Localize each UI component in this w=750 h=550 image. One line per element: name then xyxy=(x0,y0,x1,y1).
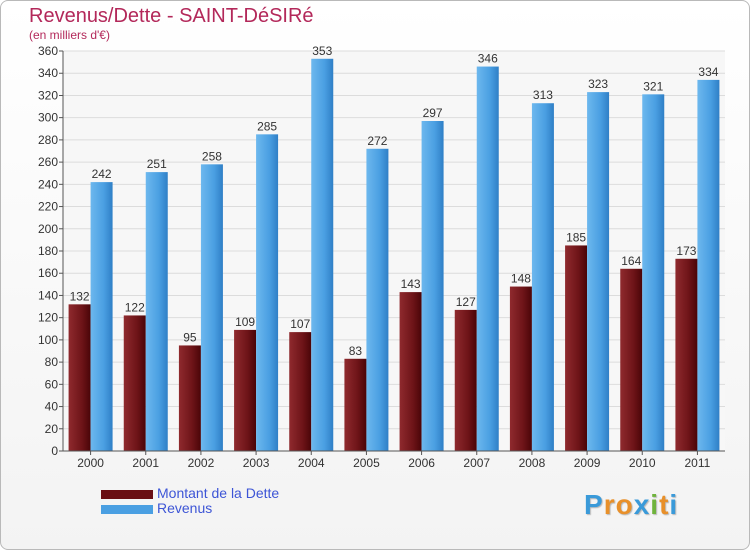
debt-bar xyxy=(344,358,367,451)
data-label: 272 xyxy=(367,134,387,148)
debt-bar xyxy=(289,332,312,451)
data-label: 173 xyxy=(676,244,696,258)
revenue-bar xyxy=(200,164,223,452)
data-label: 164 xyxy=(621,254,641,268)
data-label: 122 xyxy=(125,300,145,314)
revenue-bar xyxy=(587,92,610,451)
data-label: 285 xyxy=(257,119,277,133)
debt-bar xyxy=(454,309,477,451)
y-tick-label: 180 xyxy=(38,244,58,258)
y-tick-label: 280 xyxy=(38,133,58,147)
data-label: 346 xyxy=(478,52,498,66)
data-label: 334 xyxy=(698,65,718,79)
revenue-bar xyxy=(531,103,554,451)
data-label: 127 xyxy=(456,295,476,309)
debt-bar xyxy=(178,345,201,451)
revenue-bar xyxy=(642,94,665,451)
debt-bar xyxy=(68,304,91,451)
data-label: 132 xyxy=(70,289,90,303)
y-tick-label: 140 xyxy=(38,288,58,302)
legend-label-debt: Montant de la Dette xyxy=(157,485,280,501)
data-label: 353 xyxy=(312,44,332,58)
y-tick-label: 360 xyxy=(38,44,58,58)
y-tick-label: 20 xyxy=(45,422,59,436)
debt-bar xyxy=(234,329,257,451)
revenue-bar xyxy=(366,148,389,451)
data-label: 321 xyxy=(643,79,663,93)
y-tick-label: 80 xyxy=(45,355,59,369)
data-label: 323 xyxy=(588,77,608,91)
chart-title: Revenus/Dette - SAINT-DéSIRé xyxy=(29,5,314,27)
y-tick-label: 220 xyxy=(38,200,58,214)
legend-swatch-revenue xyxy=(101,505,153,514)
logo-letter: i xyxy=(650,489,660,520)
data-label: 109 xyxy=(235,315,255,329)
x-tick-label: 2003 xyxy=(243,456,270,470)
legend-swatch-debt xyxy=(101,490,153,499)
y-tick-label: 340 xyxy=(38,66,58,80)
y-tick-label: 300 xyxy=(38,111,58,125)
x-tick-label: 2000 xyxy=(77,456,104,470)
legend-item-revenue: Revenus xyxy=(101,500,401,517)
revenue-bar xyxy=(145,172,168,451)
debt-bar xyxy=(565,245,588,451)
logo-letter: x xyxy=(633,489,651,520)
x-tick-label: 2005 xyxy=(353,456,380,470)
data-label: 143 xyxy=(401,277,421,291)
debt-bar xyxy=(620,268,643,451)
logo-letter: o xyxy=(615,489,634,520)
data-label: 297 xyxy=(423,106,443,120)
y-tick-label: 0 xyxy=(51,444,58,458)
proxiti-logo: Proxiti xyxy=(584,489,678,521)
y-tick-label: 160 xyxy=(38,266,58,280)
x-tick-label: 2010 xyxy=(629,456,656,470)
legend-label-revenue: Revenus xyxy=(157,500,213,516)
data-label: 148 xyxy=(511,272,531,286)
logo-letter: i xyxy=(669,489,679,520)
x-tick-label: 2011 xyxy=(685,456,711,470)
debt-bar xyxy=(399,292,422,451)
data-label: 258 xyxy=(202,149,222,163)
y-tick-label: 60 xyxy=(45,377,59,391)
y-tick-label: 100 xyxy=(38,333,58,347)
x-tick-label: 2004 xyxy=(298,456,325,470)
x-tick-label: 2006 xyxy=(408,456,435,470)
chart-subtitle: (en milliers d'€) xyxy=(29,28,110,42)
y-tick-label: 200 xyxy=(38,222,58,236)
logo-letter: P xyxy=(584,489,604,520)
x-tick-label: 2002 xyxy=(188,456,215,470)
revenue-bar xyxy=(90,182,113,451)
legend-item-debt: Montant de la Dette xyxy=(101,485,401,502)
y-tick-label: 40 xyxy=(45,400,59,414)
x-tick-label: 2007 xyxy=(463,456,490,470)
logo-letter: r xyxy=(603,489,616,520)
debt-bar xyxy=(123,315,146,451)
revenue-bar xyxy=(311,58,334,452)
y-tick-label: 240 xyxy=(38,177,58,191)
x-tick-label: 2008 xyxy=(519,456,546,470)
logo-letter: t xyxy=(659,489,670,520)
x-tick-label: 2009 xyxy=(574,456,601,470)
revenue-bar xyxy=(256,134,279,452)
y-tick-label: 320 xyxy=(38,88,58,102)
data-label: 251 xyxy=(147,157,167,171)
data-label: 242 xyxy=(92,167,112,181)
revenue-bar xyxy=(421,121,444,451)
revenue-bar xyxy=(476,66,499,452)
data-label: 107 xyxy=(290,317,310,331)
debt-bar xyxy=(509,286,532,451)
revenue-bar xyxy=(697,79,720,451)
x-tick-label: 2001 xyxy=(132,456,159,470)
data-label: 95 xyxy=(183,330,197,344)
y-tick-label: 260 xyxy=(38,155,58,169)
data-label: 185 xyxy=(566,230,586,244)
y-tick-label: 120 xyxy=(38,311,58,325)
data-label: 313 xyxy=(533,88,553,102)
debt-bar xyxy=(675,258,698,451)
data-label: 83 xyxy=(349,344,363,358)
